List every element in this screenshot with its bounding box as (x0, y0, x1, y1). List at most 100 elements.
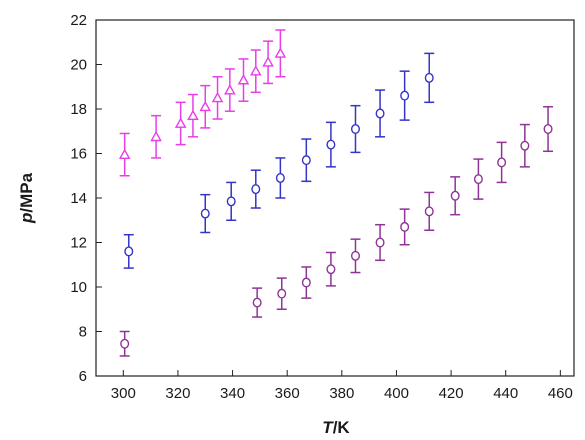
y-tick-label: 8 (79, 324, 87, 341)
data-point (301, 266, 312, 299)
circle-marker (350, 250, 360, 261)
data-point (199, 84, 212, 129)
y-tick-label: 16 (70, 146, 87, 163)
y-tick-label: 18 (70, 101, 87, 118)
x-axis-symbol: T (322, 418, 334, 437)
triangle-marker (224, 84, 236, 95)
data-point (473, 158, 484, 200)
data-point (519, 123, 530, 168)
data-point (276, 277, 287, 310)
circle-marker (375, 108, 385, 119)
data-point (424, 52, 435, 104)
data-point (211, 75, 224, 120)
triangle-marker (262, 56, 274, 67)
data-point (301, 138, 312, 183)
circle-marker (375, 237, 385, 248)
y-axis-title: p/MPa (17, 172, 36, 224)
circle-marker (350, 124, 360, 135)
triangle-marker (199, 100, 212, 112)
series-3 (119, 106, 554, 357)
y-tick-label: 20 (70, 57, 87, 74)
circle-marker (301, 155, 311, 166)
data-point (123, 233, 134, 269)
data-point (399, 70, 410, 121)
circle-marker (226, 196, 236, 207)
x-axis-unit: /K (333, 418, 351, 437)
circle-marker (252, 297, 262, 308)
x-tick-label: 360 (275, 385, 300, 402)
triangle-marker (150, 130, 162, 142)
data-point (187, 93, 199, 138)
circle-marker (326, 264, 336, 275)
circle-marker (424, 206, 434, 217)
y-axis-unit: /MPa (17, 172, 36, 212)
y-tick-label: 12 (70, 235, 87, 252)
data-point (325, 251, 336, 287)
circle-marker (520, 140, 530, 151)
x-axis-title: T/K (322, 418, 350, 437)
data-point (496, 141, 507, 184)
data-point (350, 238, 361, 274)
circle-marker (301, 277, 311, 288)
data-point (375, 223, 386, 262)
data-point (375, 89, 386, 138)
data-point (325, 121, 336, 168)
circle-marker (120, 338, 130, 349)
x-tick-label: 420 (439, 385, 464, 402)
triangle-marker (187, 109, 199, 121)
triangle-marker (118, 148, 131, 159)
y-axis-symbol: p (17, 213, 36, 224)
data-point (543, 106, 554, 153)
data-point (350, 104, 361, 154)
data-point (118, 132, 131, 177)
x-tick-label: 320 (165, 385, 190, 402)
data-point (274, 29, 287, 78)
circle-marker (124, 246, 134, 257)
data-point (174, 101, 187, 146)
data-point (150, 114, 162, 159)
data-point (200, 193, 211, 234)
circle-marker (275, 172, 285, 183)
circle-marker (400, 90, 410, 101)
data-point (275, 157, 286, 199)
data-point (399, 208, 410, 246)
data-marks (118, 29, 554, 357)
axis-ticks: 300 320 340 360 380 400 420 440 460 6 8 10 12 14 16 18 2… (70, 12, 573, 402)
x-tick-label: 440 (493, 385, 518, 402)
data-point (252, 287, 263, 318)
x-tick-label: 380 (329, 385, 354, 402)
circle-marker (473, 174, 483, 185)
circle-marker (251, 184, 261, 195)
triangle-marker (274, 47, 287, 58)
x-tick-label: 300 (111, 385, 136, 402)
data-point (119, 330, 130, 357)
x-tick-label: 340 (220, 385, 245, 402)
circle-marker (543, 124, 553, 135)
y-tick-label: 6 (79, 368, 87, 385)
triangle-marker (211, 91, 224, 103)
x-tick-label: 400 (384, 385, 409, 402)
circle-marker (450, 190, 460, 201)
data-point (250, 169, 261, 209)
series-1 (118, 29, 287, 177)
circle-marker (277, 288, 287, 299)
data-point (226, 181, 237, 221)
x-tick-label: 460 (548, 385, 573, 402)
triangle-marker (174, 117, 187, 128)
triangle-marker (249, 65, 262, 76)
circle-marker (326, 139, 336, 150)
circle-marker (424, 72, 434, 83)
circle-marker (497, 157, 507, 168)
y-tick-label: 10 (70, 279, 87, 296)
data-point (450, 176, 461, 216)
data-point (262, 40, 274, 85)
circle-marker (200, 208, 210, 219)
y-tick-label: 22 (70, 12, 87, 29)
triangle-marker (237, 74, 250, 85)
circle-marker (400, 221, 410, 232)
data-point (224, 68, 236, 112)
data-point (237, 58, 250, 102)
data-point (249, 49, 262, 94)
series-2 (123, 52, 435, 269)
